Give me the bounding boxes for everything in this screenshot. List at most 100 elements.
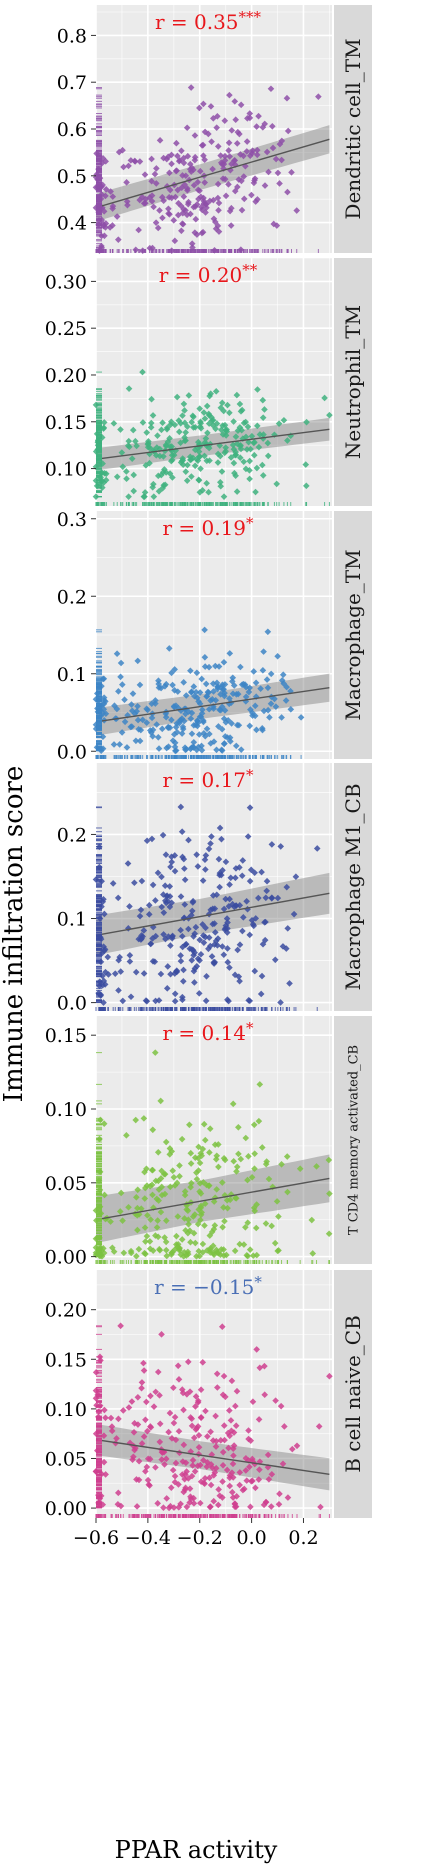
data-point [205,1182,213,1190]
data-point [237,442,244,449]
data-point [197,1211,205,1219]
data-point [225,139,233,147]
data-point [187,168,195,175]
data-point [99,982,106,989]
data-point [193,1175,201,1183]
data-point [207,906,215,914]
data-point [186,1227,194,1235]
data-point [198,706,206,714]
data-point [212,388,220,395]
data-point [175,157,183,165]
data-point [245,688,253,696]
data-point [111,970,119,977]
data-point [153,721,160,728]
data-point [230,418,237,425]
data-point [143,1232,151,1240]
data-point [190,166,197,174]
data-point [151,170,159,178]
data-point [169,474,176,481]
data-point [225,700,233,708]
data-point [148,395,155,403]
data-point [237,151,244,158]
data-point [181,419,189,427]
data-point [100,977,108,985]
data-point [140,1367,148,1374]
data-point [277,843,285,850]
data-point [212,1437,220,1445]
data-point [276,140,284,148]
data-point [187,84,195,91]
data-point [251,1150,258,1157]
data-point [188,1179,195,1187]
data-point [178,1135,186,1143]
data-point [219,1494,226,1501]
data-point [230,682,238,689]
data-point [278,137,286,145]
data-point [161,1461,168,1468]
data-point [211,1469,219,1476]
data-point [177,803,185,811]
data-point [231,157,239,164]
data-point [222,426,230,434]
data-point [254,422,261,430]
data-point [199,487,206,494]
data-point [223,929,231,936]
data-point [166,724,174,732]
data-point [232,448,239,456]
data-point [128,701,135,708]
data-point [144,1427,151,1435]
data-point [164,438,172,446]
data-point [195,1206,203,1213]
data-point [179,725,187,733]
facet-strip-label: Macrophage M1_CB [341,783,365,990]
data-point [191,965,199,972]
data-point [154,1217,161,1224]
data-point [168,457,175,465]
data-point [236,400,244,408]
data-point [242,1134,250,1142]
data-point [226,1482,234,1490]
data-point [204,429,211,437]
y-tick-label: 0.0 [57,741,87,763]
data-point [126,903,133,910]
data-point [177,419,185,427]
data-point [222,192,230,200]
data-point [138,1379,146,1386]
data-point [155,733,162,741]
data-point [134,1186,142,1194]
data-point [135,1476,143,1484]
data-point [222,858,230,866]
data-point [240,458,248,466]
data-point [192,721,200,729]
data-point [246,475,253,483]
data-point [262,1498,270,1506]
data-point [188,730,196,738]
data-point [205,845,213,853]
data-point [227,454,235,461]
data-point [202,680,210,688]
data-point [242,465,250,473]
data-point [325,1230,333,1238]
data-point [217,1437,225,1444]
data-point [179,220,186,227]
data-point [115,987,122,994]
data-point [172,747,179,755]
data-point [142,1250,149,1258]
data-point [225,1444,232,1452]
data-point [188,957,196,964]
data-point [225,181,232,188]
data-point [202,209,209,216]
data-point [326,411,333,419]
data-point [218,835,225,843]
data-point [251,1165,258,1173]
data-point [249,1477,256,1485]
data-point [160,891,167,898]
data-point [226,409,233,417]
data-point [214,935,222,942]
data-point [173,393,181,401]
data-point [326,1190,333,1197]
data-point [255,1117,263,1125]
data-point [184,1229,192,1237]
data-point [171,237,179,245]
data-point [244,1176,251,1184]
